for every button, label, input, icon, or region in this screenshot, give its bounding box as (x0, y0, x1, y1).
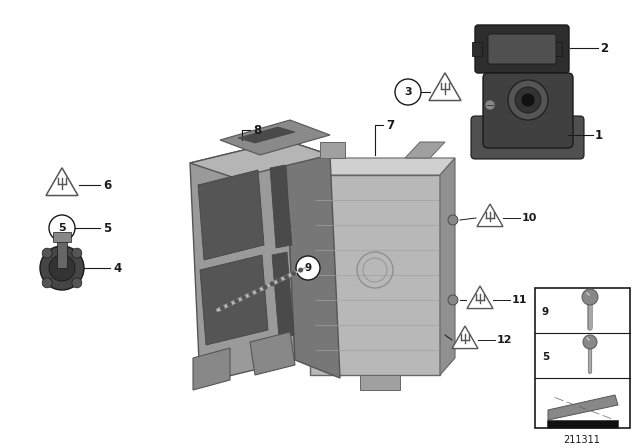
Circle shape (234, 298, 239, 304)
Polygon shape (200, 255, 268, 345)
Text: 2: 2 (600, 42, 608, 55)
Circle shape (448, 215, 458, 225)
FancyBboxPatch shape (471, 116, 584, 159)
Polygon shape (46, 168, 78, 195)
Text: 3: 3 (404, 87, 412, 97)
Circle shape (291, 271, 296, 276)
Bar (57, 240, 67, 268)
Circle shape (485, 100, 495, 110)
Polygon shape (190, 140, 295, 383)
Polygon shape (477, 204, 503, 227)
Polygon shape (440, 158, 455, 375)
Text: 9: 9 (542, 307, 549, 317)
Polygon shape (548, 395, 618, 420)
Circle shape (269, 281, 275, 286)
Circle shape (42, 278, 52, 288)
Bar (535, 288, 630, 428)
Bar (472, 42, 482, 56)
Text: 5: 5 (58, 223, 66, 233)
Bar (547, 420, 618, 428)
Circle shape (515, 87, 541, 113)
Bar (552, 42, 562, 56)
FancyBboxPatch shape (488, 34, 556, 64)
Circle shape (448, 295, 458, 305)
Circle shape (241, 295, 246, 300)
Circle shape (72, 278, 82, 288)
Polygon shape (452, 326, 478, 349)
Polygon shape (272, 252, 294, 338)
Circle shape (248, 292, 253, 297)
Polygon shape (429, 73, 461, 100)
Polygon shape (198, 170, 264, 260)
Polygon shape (360, 375, 400, 390)
Circle shape (220, 306, 225, 310)
Text: 1: 1 (595, 129, 603, 142)
Text: 12: 12 (497, 335, 513, 345)
Text: 211311: 211311 (564, 435, 600, 445)
Polygon shape (270, 165, 292, 248)
Circle shape (72, 248, 82, 258)
Circle shape (40, 246, 84, 290)
Polygon shape (250, 332, 295, 375)
Polygon shape (220, 120, 330, 155)
Circle shape (298, 267, 303, 272)
Text: 5: 5 (542, 352, 549, 362)
Circle shape (583, 335, 597, 349)
Polygon shape (467, 286, 493, 309)
Circle shape (227, 302, 232, 307)
Text: 7: 7 (386, 119, 394, 132)
Circle shape (42, 248, 52, 258)
Text: 11: 11 (512, 295, 527, 305)
Polygon shape (285, 140, 340, 378)
Circle shape (296, 256, 320, 280)
Text: 10: 10 (522, 213, 538, 223)
Polygon shape (405, 142, 445, 158)
Circle shape (49, 215, 75, 241)
Circle shape (508, 80, 548, 120)
Circle shape (262, 285, 268, 290)
Circle shape (49, 255, 75, 281)
Text: 9: 9 (305, 263, 312, 273)
Polygon shape (238, 127, 295, 143)
Polygon shape (320, 142, 345, 158)
Circle shape (255, 288, 260, 293)
Text: 4: 4 (113, 262, 121, 275)
Circle shape (521, 93, 535, 107)
Polygon shape (190, 140, 330, 178)
Text: 5: 5 (103, 221, 111, 234)
Text: 8: 8 (253, 124, 261, 137)
Polygon shape (193, 348, 230, 390)
Bar (53, 232, 71, 242)
Text: 6: 6 (103, 178, 111, 191)
Circle shape (276, 278, 282, 283)
FancyBboxPatch shape (483, 73, 573, 148)
Circle shape (284, 275, 289, 280)
Circle shape (582, 289, 598, 305)
Polygon shape (310, 158, 455, 175)
FancyBboxPatch shape (475, 25, 569, 73)
Circle shape (395, 79, 421, 105)
Polygon shape (310, 175, 440, 375)
